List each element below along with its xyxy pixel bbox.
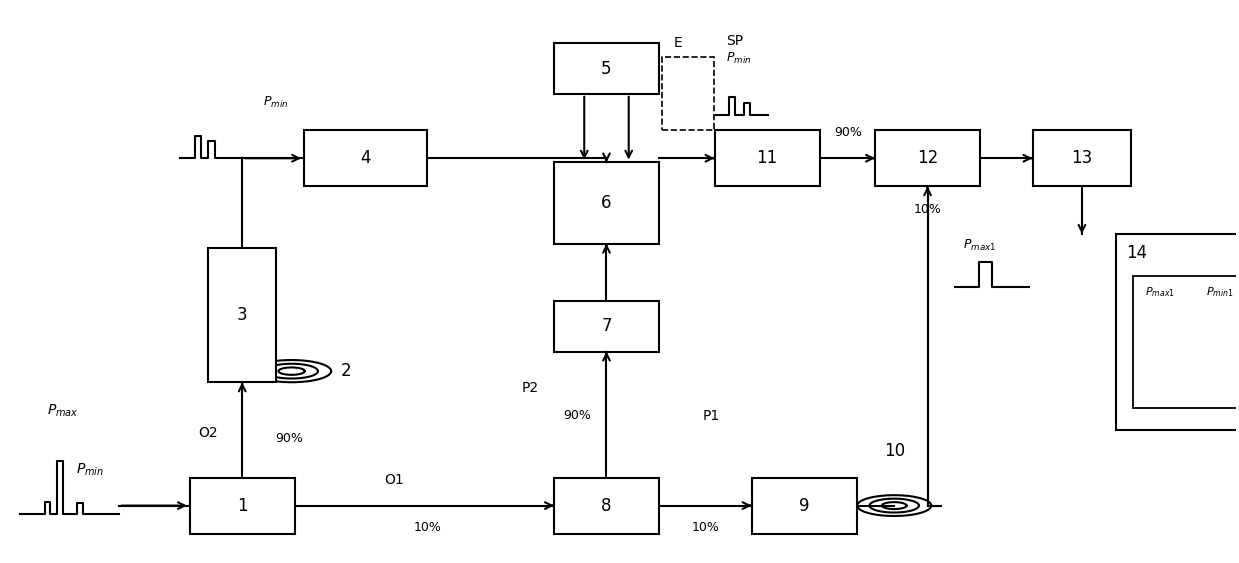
Text: 10%: 10% <box>691 521 719 534</box>
Text: E: E <box>674 37 683 51</box>
Bar <box>554 477 659 534</box>
Text: 3: 3 <box>237 306 248 324</box>
Text: 14: 14 <box>1126 244 1147 262</box>
Text: 4: 4 <box>361 149 370 167</box>
Text: 5: 5 <box>601 60 612 78</box>
Bar <box>875 130 980 186</box>
Text: O2: O2 <box>198 426 218 440</box>
Text: $P_{max1}$: $P_{max1}$ <box>963 238 996 253</box>
Bar <box>1116 234 1239 430</box>
Bar <box>662 57 714 130</box>
Text: $P_{min1}$: $P_{min1}$ <box>1207 285 1234 299</box>
Text: 6: 6 <box>601 194 612 212</box>
Text: $P_{max1}$: $P_{max1}$ <box>1145 285 1175 299</box>
Bar <box>1032 130 1131 186</box>
Text: 90%: 90% <box>275 432 304 445</box>
Text: SP: SP <box>726 34 743 48</box>
Text: P2: P2 <box>522 381 539 395</box>
Text: 10: 10 <box>883 441 904 459</box>
Text: $P_{min}$: $P_{min}$ <box>77 462 104 479</box>
Text: 2: 2 <box>341 362 352 380</box>
Text: 90%: 90% <box>564 409 591 422</box>
Text: 10%: 10% <box>414 521 441 534</box>
Text: $P_{min}$: $P_{min}$ <box>726 51 751 66</box>
Text: 1: 1 <box>237 497 248 515</box>
Bar <box>715 130 819 186</box>
Bar <box>190 477 295 534</box>
Bar <box>554 163 659 244</box>
Text: 13: 13 <box>1072 149 1093 167</box>
Text: 8: 8 <box>601 497 612 515</box>
Bar <box>304 130 427 186</box>
Bar <box>752 477 856 534</box>
Text: 10%: 10% <box>913 203 942 216</box>
Text: $P_{min}$: $P_{min}$ <box>263 95 289 110</box>
Text: 7: 7 <box>601 318 612 336</box>
Text: O1: O1 <box>384 473 404 488</box>
Bar <box>554 43 659 94</box>
Text: 9: 9 <box>799 497 809 515</box>
Text: P1: P1 <box>703 409 720 423</box>
Text: 90%: 90% <box>835 126 862 138</box>
Bar <box>554 301 659 351</box>
Text: 11: 11 <box>756 149 778 167</box>
Text: $P_{max}$: $P_{max}$ <box>47 402 79 418</box>
Text: 12: 12 <box>917 149 938 167</box>
Bar <box>1132 276 1239 408</box>
Bar <box>208 248 276 382</box>
